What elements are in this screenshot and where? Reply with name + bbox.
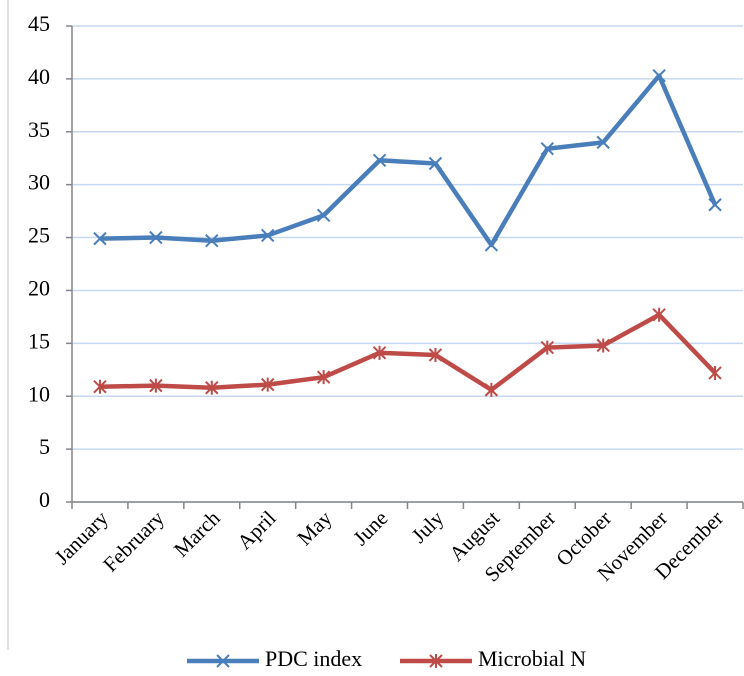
- point-marker: [596, 135, 610, 150]
- x-tick-label: May: [292, 506, 337, 551]
- y-tick-label: 30: [28, 170, 50, 195]
- series-line: [99, 73, 718, 248]
- point-marker: [93, 379, 107, 394]
- point-marker: [372, 345, 387, 360]
- point-marker: [372, 153, 387, 168]
- y-tick-label: 25: [28, 223, 50, 248]
- point-marker: [708, 365, 722, 380]
- point-marker: [652, 307, 666, 322]
- point-marker: [708, 198, 722, 212]
- point-marker: [205, 234, 219, 248]
- point-marker: [540, 340, 554, 355]
- y-tick-label: 20: [28, 275, 50, 300]
- legend-label: Microbial N: [478, 646, 586, 671]
- point-marker: [316, 370, 331, 385]
- point-marker: [484, 382, 499, 397]
- legend-marker: [429, 654, 443, 668]
- y-tick-label: 10: [28, 381, 50, 406]
- x-tick-label: February: [98, 506, 169, 577]
- point-marker: [596, 338, 610, 353]
- point-marker: [484, 238, 499, 252]
- y-tick-label: 5: [39, 434, 50, 459]
- y-tick-label: 40: [28, 64, 50, 89]
- point-marker: [93, 231, 107, 246]
- x-tick-label: March: [169, 506, 225, 562]
- point-marker: [540, 141, 554, 156]
- point-marker: [261, 377, 275, 392]
- point-marker: [149, 230, 163, 245]
- x-tick-label: July: [407, 506, 449, 548]
- y-tick-label: 45: [28, 11, 50, 36]
- point-marker: [261, 228, 275, 243]
- series-line: [99, 312, 717, 393]
- x-tick-label: June: [348, 506, 392, 550]
- point-marker: [652, 69, 666, 83]
- point-marker: [428, 156, 443, 171]
- point-marker: [428, 347, 443, 362]
- y-tick-label: 15: [28, 328, 50, 353]
- legend-label: PDC index: [265, 646, 362, 671]
- point-marker: [205, 380, 219, 395]
- point-marker: [316, 208, 331, 223]
- point-marker: [149, 378, 163, 393]
- y-tick-label: 35: [28, 117, 50, 142]
- y-tick-label: 0: [39, 487, 50, 512]
- legend-marker: [216, 654, 230, 668]
- x-tick-label: April: [232, 506, 280, 554]
